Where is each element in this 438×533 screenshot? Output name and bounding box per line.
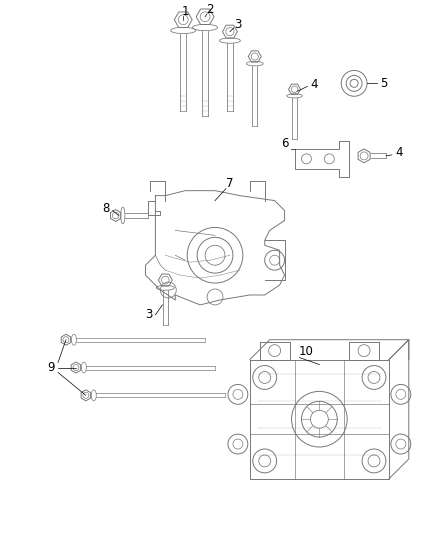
- Text: 2: 2: [206, 3, 214, 17]
- Text: 4: 4: [311, 78, 318, 91]
- Text: 3: 3: [234, 18, 242, 31]
- Text: 4: 4: [395, 147, 403, 159]
- Text: 7: 7: [226, 177, 234, 190]
- Text: 5: 5: [380, 77, 388, 90]
- Text: 1: 1: [181, 5, 189, 18]
- Text: 9: 9: [47, 361, 55, 374]
- Text: 6: 6: [281, 138, 288, 150]
- Text: 3: 3: [145, 309, 152, 321]
- Text: 8: 8: [102, 202, 110, 215]
- Text: 10: 10: [299, 345, 314, 358]
